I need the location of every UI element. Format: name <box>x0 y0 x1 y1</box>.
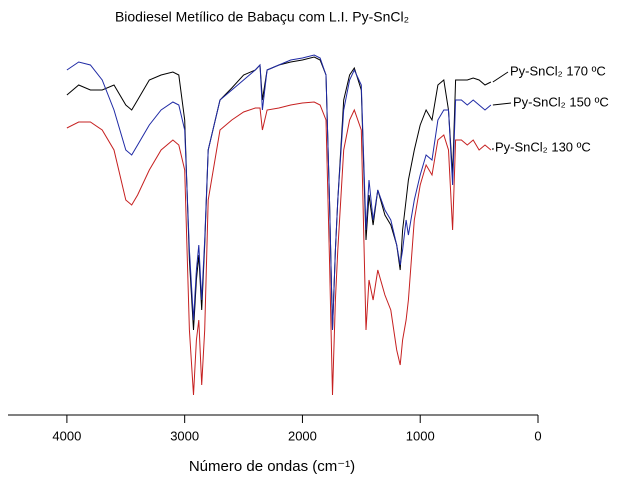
x-tick-label: 4000 <box>52 428 81 443</box>
legend-label: Py-SnCl₂ 150 ºC <box>513 94 609 109</box>
x-tick-label: 3000 <box>170 428 199 443</box>
x-axis-label: Número de ondas (cm⁻¹) <box>189 458 355 475</box>
legend-label: Py-SnCl₂ 130 ºC <box>495 139 591 154</box>
legend-label: Py-SnCl₂ 170 ºC <box>510 63 606 78</box>
x-tick-label: 1000 <box>406 428 435 443</box>
legend-arrow <box>492 102 512 106</box>
spectrum-line <box>66 54 492 331</box>
x-tick-label: 2000 <box>288 428 317 443</box>
spectrum-line <box>66 56 492 331</box>
x-tick-label: 0 <box>534 428 541 443</box>
legend-arrow <box>492 71 509 83</box>
chart-title: Biodiesel Metílico de Babaçu com L.I. Py… <box>115 9 409 25</box>
spectrum-line <box>66 101 492 396</box>
